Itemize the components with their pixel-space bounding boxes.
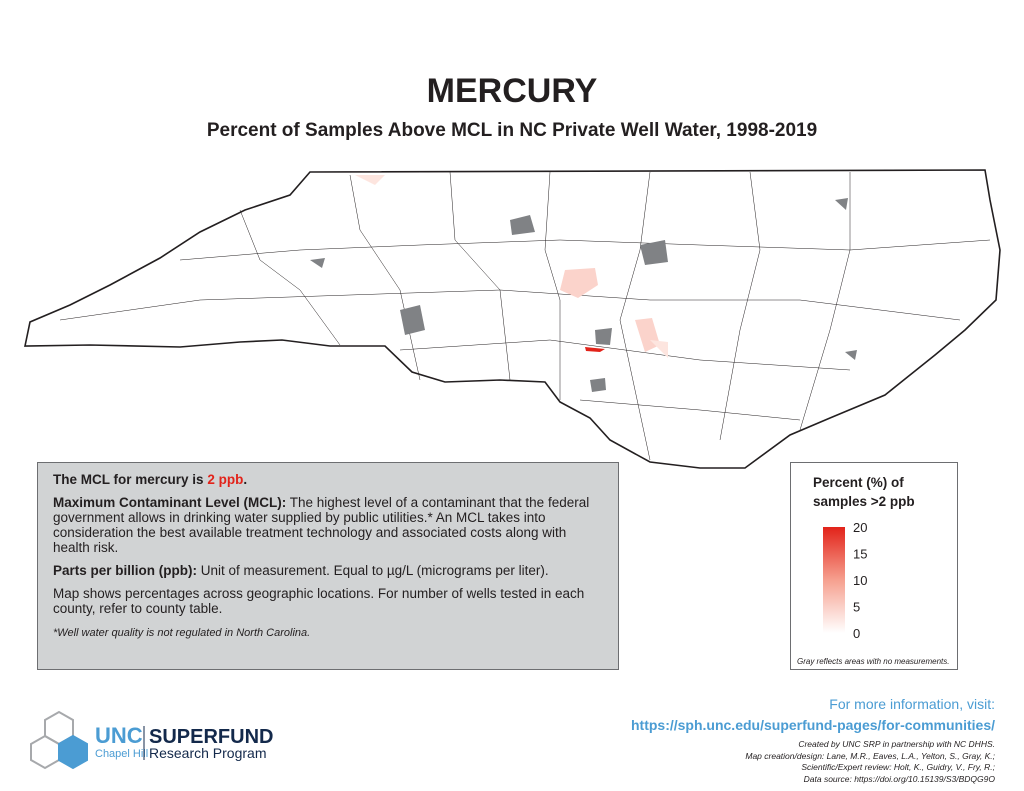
legend-note: Gray reflects areas with no measurements… (797, 657, 950, 666)
map-note: Map shows percentages across geographic … (53, 586, 585, 616)
legend-tick-label: 20 (853, 520, 867, 535)
mcl-suffix: . (243, 472, 248, 487)
legend-tick-label: 15 (853, 547, 867, 562)
credit-line: Data source: https://doi.org/10.15139/S3… (803, 773, 995, 784)
mcl-text: The highest level of a contaminant that … (53, 495, 590, 555)
logo-superfund: SUPERFUND (149, 726, 273, 748)
footer: For more information, visit: https://sph… (631, 696, 995, 785)
percent-areas (355, 175, 668, 358)
legend-title: Percent (%) of samples >2 ppb (813, 475, 915, 509)
footnote: *Well water quality is not regulated in … (53, 627, 311, 639)
legend-tick-label: 0 (853, 626, 860, 641)
logo-program: Research Program (149, 745, 267, 761)
legend-tick-label: 5 (853, 600, 860, 615)
map (24, 169, 1001, 469)
mcl-prefix: The MCL for mercury is (53, 472, 204, 487)
credit-line: Created by UNC SRP in partnership with N… (798, 739, 995, 749)
colorbar-gradient (823, 527, 845, 633)
subtitle: Percent of Samples Above MCL in NC Priva… (206, 120, 818, 141)
colorbar: 0 5 10 15 20 (823, 520, 867, 641)
mcl-value: 2 ppb (207, 472, 244, 487)
credits: Created by UNC SRP in partnership with N… (631, 739, 995, 785)
legend-tick-label: 10 (853, 573, 867, 588)
info-url[interactable]: https://sph.unc.edu/superfund-pages/for-… (630, 717, 995, 733)
mcl-term: Maximum Contaminant Level (MCL): (53, 495, 287, 510)
logo-hexagons (30, 710, 88, 770)
logo: UNC Chapel Hill SUPERFUND Research Progr… (30, 710, 273, 770)
ppb-text: Unit of measurement. Equal to µg/L (micr… (200, 563, 549, 578)
legend: Percent (%) of samples >2 ppb 0 5 10 15 20 G… (790, 462, 958, 670)
logo-chapel-hill: Chapel Hill (95, 748, 148, 760)
info-box: The MCL for mercury is 2 ppb. Maximum Co… (37, 462, 619, 670)
logo-unc: UNC (95, 723, 143, 748)
info-label: For more information, visit: (829, 696, 995, 712)
ppb-term: Parts per billion (ppb): (53, 563, 197, 578)
county-lines (59, 171, 991, 461)
credit-line: Scientific/Expert review: Holt, K., Guid… (801, 762, 995, 772)
nc-outline (24, 169, 1001, 469)
no-data-areas (310, 198, 857, 392)
title: MERCURY (426, 72, 598, 110)
credit-line: Map creation/design: Lane, M.R., Eaves, … (745, 750, 995, 761)
